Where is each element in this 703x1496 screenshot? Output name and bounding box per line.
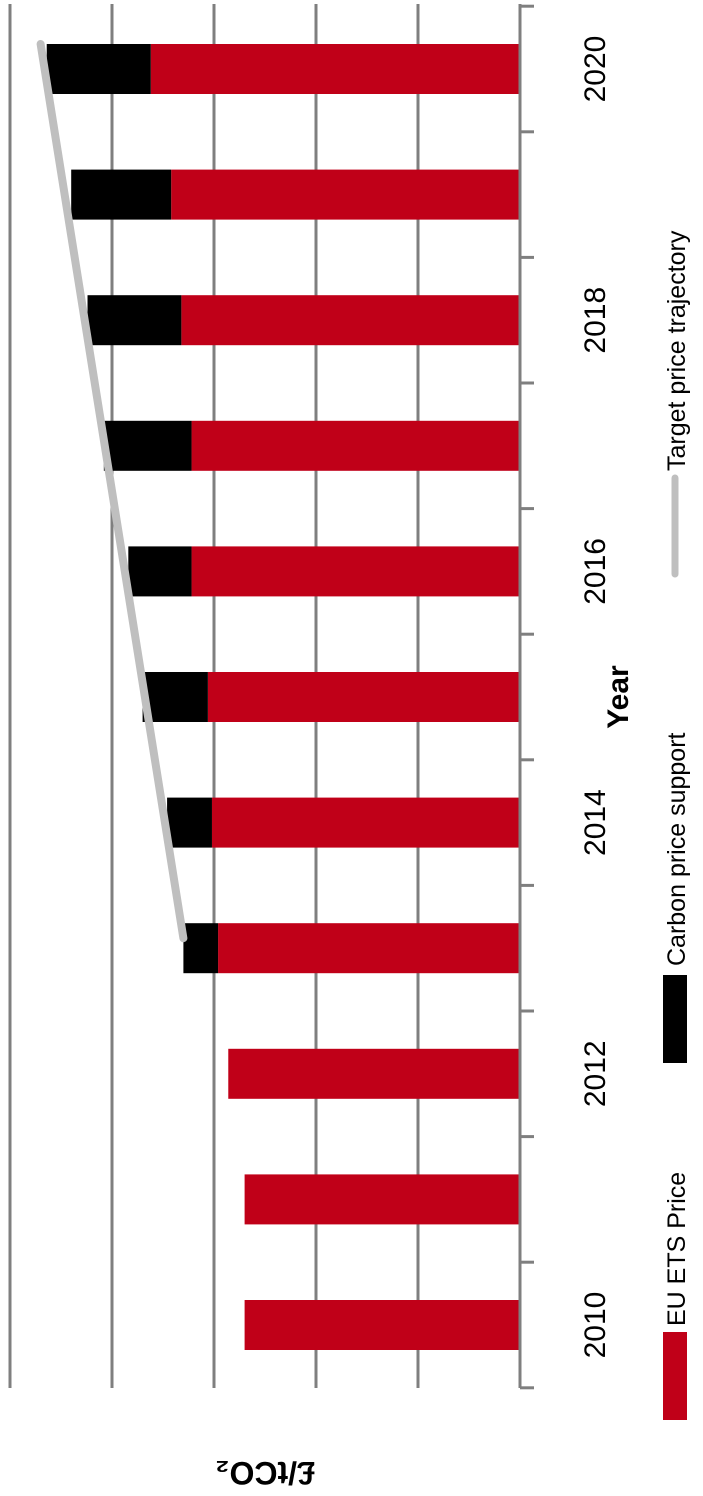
legend-label-target-line: Target price trajectory	[663, 230, 691, 471]
legend-label-carbon-support: Carbon price support	[663, 732, 691, 966]
tick-label: 2012	[579, 1040, 612, 1107]
bar-eu-ets	[228, 1048, 520, 1099]
bar-eu-ets	[181, 295, 521, 346]
tick-label: 2016	[579, 538, 612, 605]
legend-swatch-carbon-support	[663, 975, 687, 1063]
bar-eu-ets	[218, 923, 520, 974]
tick-label: 2020	[579, 36, 612, 103]
target-line-layer	[36, 40, 188, 943]
legend-label-eu-ets: EU ETS Price	[663, 1172, 691, 1326]
tick-label: 2014	[579, 789, 612, 856]
bar-carbon-support	[183, 923, 219, 974]
bar-eu-ets	[191, 420, 520, 471]
bar-series	[46, 44, 521, 1350]
target-price-line	[36, 40, 188, 943]
bar-eu-ets	[244, 1174, 520, 1225]
tick-label: 2010	[579, 1292, 612, 1359]
bar-eu-ets	[150, 44, 520, 94]
bar-carbon-support	[46, 44, 151, 94]
bar-eu-ets	[207, 672, 520, 722]
bar-eu-ets	[244, 1300, 520, 1350]
bar-carbon-support	[71, 169, 172, 220]
category-tick-labels: 2010 2012 2014 2016 2018 2020	[579, 36, 612, 1359]
bar-carbon-support	[128, 546, 192, 597]
legend: EU ETS Price Carbon price support Target…	[663, 230, 691, 1420]
tick-label: 2018	[579, 287, 612, 354]
bar-carbon-support	[87, 295, 182, 346]
bar-eu-ets	[211, 797, 520, 848]
bar-eu-ets	[191, 546, 520, 597]
bar-carbon-support	[142, 672, 208, 722]
bar-eu-ets	[171, 169, 520, 220]
x-axis-title: Year	[602, 665, 635, 729]
bar-carbon-support	[167, 797, 212, 848]
category-axis	[518, 4, 534, 1390]
legend-swatch-eu-ets	[663, 1332, 687, 1420]
bar-carbon-support	[103, 420, 192, 471]
y-axis-title: £/tCO₂	[215, 1455, 315, 1491]
